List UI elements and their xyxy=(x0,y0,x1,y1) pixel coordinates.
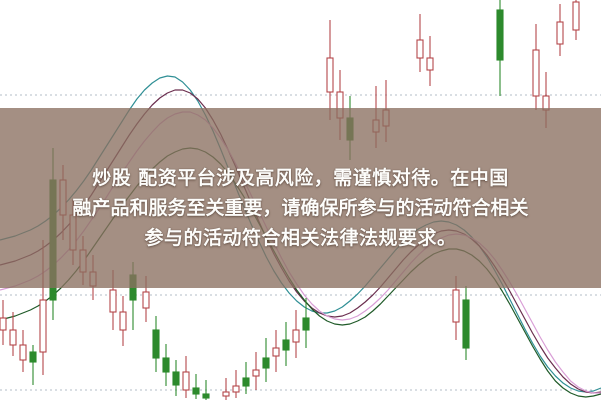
notice-overlay-band xyxy=(0,108,601,288)
notice-line-1: 炒股 配资平台涉及高风险，需谨慎对待。在中国 xyxy=(92,167,509,189)
candlestick-series xyxy=(0,0,580,400)
notice-line-2: 融产品和服务至关重要，请确保所参与的活动符合相关 xyxy=(72,197,529,219)
risk-notice-text: 炒股 配资平台涉及高风险，需谨慎对待。在中国 融产品和服务至关重要，请确保所参与… xyxy=(0,163,601,253)
notice-line-3: 参与的活动符合相关法律法规要求。 xyxy=(144,227,457,249)
